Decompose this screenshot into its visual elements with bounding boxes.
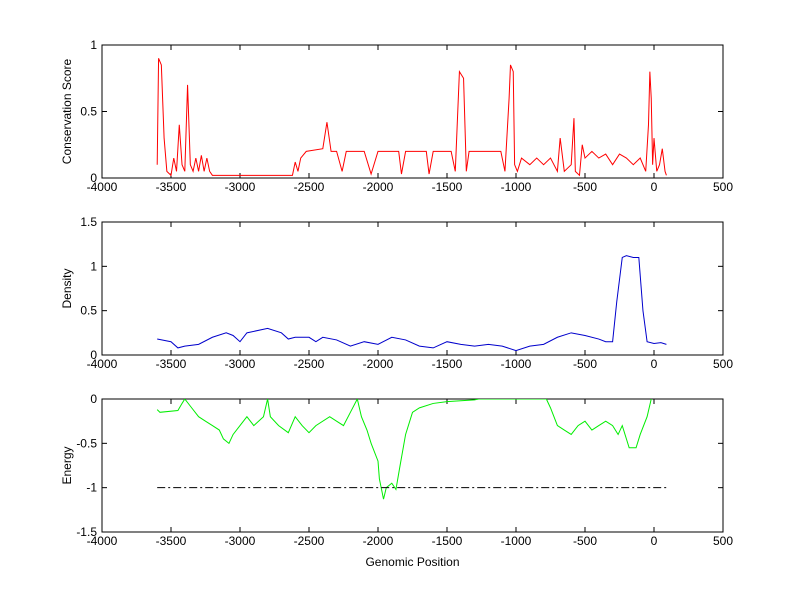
- data-line: [157, 255, 667, 352]
- data-line: [156, 58, 667, 177]
- x-tick-label: -3500: [156, 180, 187, 194]
- y-tick-label: 0: [90, 171, 97, 185]
- series-group: [156, 399, 667, 500]
- x-tick-label: -500: [573, 534, 597, 548]
- x-tick-label: -500: [573, 357, 597, 371]
- y-axis-label: Energy: [60, 446, 74, 484]
- x-tick-label: -4000: [87, 534, 118, 548]
- y-tick-label: 0: [90, 348, 97, 362]
- y-tick-label: 1: [90, 259, 97, 273]
- y-tick-label: -1: [86, 481, 97, 495]
- x-tick-label: -1500: [432, 180, 463, 194]
- x-tick-label: -3500: [156, 357, 187, 371]
- x-tick-label: -2500: [294, 534, 325, 548]
- x-tick-label: -3000: [225, 534, 256, 548]
- x-tick-label: -2500: [294, 357, 325, 371]
- x-tick-label: -1500: [432, 534, 463, 548]
- x-tick-label: -4000: [87, 357, 118, 371]
- x-tick-label: -3000: [225, 357, 256, 371]
- x-tick-label: 500: [713, 180, 733, 194]
- x-tick-label: 500: [713, 534, 733, 548]
- x-tick-label: -1000: [501, 357, 532, 371]
- y-tick-label: 0: [90, 392, 97, 406]
- y-tick-label: -1.5: [76, 525, 97, 539]
- y-tick-label: 1.5: [80, 215, 97, 229]
- x-tick-label: -3500: [156, 534, 187, 548]
- x-tick-label: -1500: [432, 357, 463, 371]
- plot-area: [101, 221, 724, 356]
- data-line: [156, 399, 652, 500]
- y-axis-label: Conservation Score: [60, 58, 74, 164]
- y-tick-label: 0.5: [80, 304, 97, 318]
- x-tick-label: -2000: [363, 180, 394, 194]
- x-tick-label: -2500: [294, 180, 325, 194]
- x-tick-label: -4000: [87, 180, 118, 194]
- x-tick-label: 500: [713, 357, 733, 371]
- x-tick-label: 0: [651, 357, 658, 371]
- plot-area: [101, 44, 724, 179]
- x-tick-label: -3000: [225, 180, 256, 194]
- y-tick-label: 0.5: [80, 105, 97, 119]
- x-tick-label: -1000: [501, 180, 532, 194]
- y-tick-label: 1: [90, 38, 97, 52]
- y-axis-label: Density: [60, 268, 74, 308]
- x-tick-label: -500: [573, 180, 597, 194]
- series-group: [157, 255, 667, 352]
- series-group: [156, 58, 667, 177]
- x-tick-label: -1000: [501, 534, 532, 548]
- x-axis-label: Genomic Position: [365, 555, 459, 569]
- x-tick-label: 0: [651, 534, 658, 548]
- x-tick-label: -2000: [363, 534, 394, 548]
- x-tick-label: 0: [651, 180, 658, 194]
- y-tick-label: -0.5: [76, 436, 97, 450]
- plot-area: [101, 398, 724, 533]
- x-tick-label: -2000: [363, 357, 394, 371]
